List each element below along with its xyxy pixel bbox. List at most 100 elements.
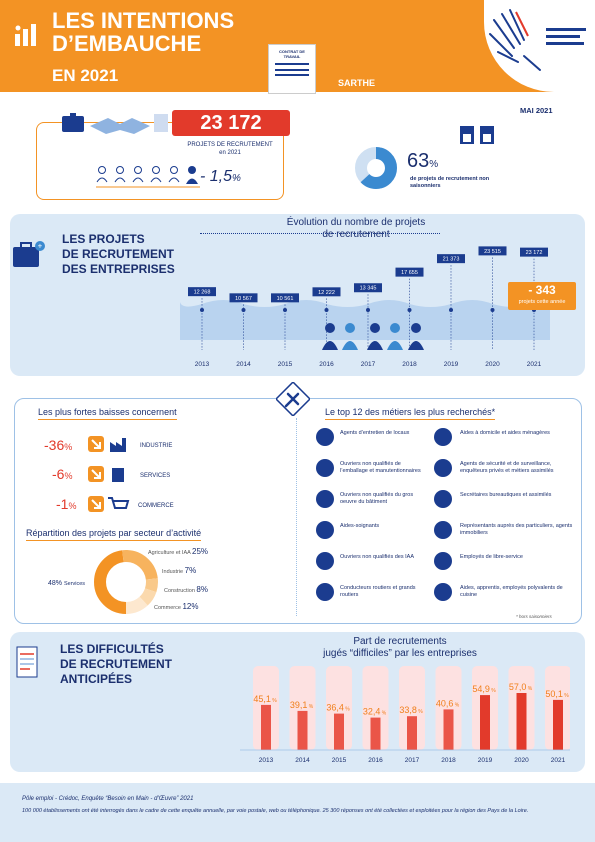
chart-icon: [15, 24, 36, 46]
bar: [261, 704, 271, 750]
x-tick-label: 2015: [278, 361, 293, 368]
bar-group: 40,6 % 2018: [435, 666, 462, 764]
footer-band: [0, 783, 595, 842]
value-label-box: [188, 287, 216, 297]
projects-title-line-2: DE RECRUTEMENT: [62, 247, 175, 261]
bar: [370, 717, 381, 750]
sectors-donut: [94, 550, 158, 614]
value-label: 17 655: [401, 270, 418, 276]
x-tick-label: 2019: [478, 757, 493, 764]
value-label: 23 515: [484, 249, 501, 255]
change-indicator: - 1,5%: [200, 168, 241, 186]
bar-group: 32,4 % 2016: [362, 666, 389, 764]
job-label: Ouvriers non qualifiés des IAA: [340, 554, 414, 560]
x-tick-label: 2013: [195, 361, 210, 368]
decline-label-services: SERVICES: [140, 473, 171, 479]
factory-icon: [110, 438, 126, 452]
bar-background: [289, 666, 316, 750]
bar: [334, 713, 344, 750]
non-seasonal-label: de projets de recrutement non saisonnier…: [410, 176, 490, 189]
x-tick-label: 2020: [485, 361, 500, 368]
decline-value-commerce: -1%: [56, 496, 76, 512]
x-tick-label: 2016: [368, 757, 383, 764]
contract-pen-icon: [16, 646, 38, 678]
bar-unit: %: [271, 698, 277, 704]
svg-text:+: +: [38, 242, 43, 251]
contract-document-icon: CONTRAT DE TRAVAIL: [268, 44, 316, 94]
bar-unit: %: [453, 702, 459, 708]
job-label: Aides, apprentis, employés polyvalents d…: [460, 585, 563, 598]
briefcase-icon: +: [13, 241, 45, 267]
x-tick-label: 2014: [295, 757, 310, 764]
difficulties-title-line-3: ANTICIPÉES: [60, 672, 133, 686]
bar: [553, 699, 563, 750]
person-icon: [342, 323, 358, 350]
sector-commerce: Commerce 12%: [154, 603, 198, 612]
job-icon: [434, 490, 452, 508]
job-icon: [316, 583, 334, 601]
sector-industry-label: Industrie: [162, 569, 184, 575]
bar-group: 54,9 % 2019: [472, 666, 498, 764]
decline-unit-commerce: %: [68, 501, 77, 511]
chart-title-dots: [200, 233, 440, 234]
top-jobs-divider: [296, 418, 297, 616]
delta-box: - 343 projets cette année: [508, 282, 576, 310]
bar-unit: %: [380, 711, 386, 717]
decline-number-services: -6: [52, 466, 65, 482]
value-label-box: [478, 246, 507, 256]
date-label: MAI 2021: [520, 106, 553, 115]
projects-section-title: LES PROJETS DE RECRUTEMENT DES ENTREPRIS…: [62, 232, 175, 277]
base-point: [283, 308, 287, 312]
non-seasonal-arc: [355, 147, 397, 189]
x-tick-label: 2021: [527, 361, 542, 368]
value-label: 12 222: [318, 290, 335, 296]
top-jobs-title: Le top 12 des métiers les plus recherché…: [325, 407, 496, 420]
value-label-box: [437, 254, 465, 264]
x-tick-label: 2015: [332, 757, 347, 764]
bar-background: [399, 666, 425, 750]
projects-chart-title-line-1: Évolution du nombre de projets: [286, 217, 426, 228]
bar: [443, 709, 454, 750]
value-label-box: [395, 267, 424, 277]
tools-icon: [276, 382, 310, 416]
sector-construction-label: Construction: [164, 588, 195, 594]
bar-value-label: 57,0 %: [509, 682, 533, 692]
decline-label-commerce: COMMERCE: [138, 503, 174, 509]
sector-construction: Construction 8%: [164, 586, 208, 595]
sector-construction-value: 8%: [196, 585, 208, 594]
x-tick-label: 2017: [405, 757, 420, 764]
x-tick-label: 2019: [444, 361, 459, 368]
projects-chart-title-line-2: de recrutement: [322, 229, 390, 240]
job-icon: [434, 428, 452, 446]
projects-title-line-3: DES ENTREPRISES: [62, 262, 175, 276]
bar-unit: %: [490, 688, 496, 694]
non-seasonal-donut: [355, 147, 397, 189]
difficulties-title-line-2: DE RECRUTEMENT: [60, 657, 173, 671]
bar-group: 45,1 % 2013: [253, 666, 279, 764]
value-label-box: [354, 283, 382, 293]
bar-group: 33,8 % 2017: [399, 666, 425, 764]
bar-background: [435, 666, 462, 750]
base-point: [449, 308, 453, 312]
difficulties-chart-title: Part de recrutements jugés “difficiles” …: [290, 636, 510, 660]
bar-value-label: 32,4 %: [363, 707, 387, 717]
value-label: 10 561: [277, 296, 294, 302]
difficulties-chart-title-line-2: jugés “difficiles” par les entreprises: [323, 648, 477, 659]
base-point: [366, 308, 370, 312]
decline-label-industry: INDUSTRIE: [140, 443, 173, 449]
job-icon: [434, 583, 452, 601]
job-icon: [316, 552, 334, 570]
value-label: 21 373: [443, 257, 460, 263]
difficulties-chart-title-line-1: Part de recrutements: [353, 636, 447, 647]
chart-wave-band: [180, 300, 550, 340]
job-icon: [316, 428, 334, 446]
arrow-down-icon: [88, 436, 104, 512]
bar: [297, 710, 308, 750]
bar-group: 50,1 % 2021: [545, 666, 570, 764]
x-tick-label: 2013: [259, 757, 274, 764]
x-tick-label: 2018: [441, 757, 456, 764]
bar-value-label: 33,8 %: [399, 705, 423, 715]
job-icon: [434, 459, 452, 477]
handshake-icon: [62, 113, 168, 134]
people-row-icon: [96, 166, 200, 188]
